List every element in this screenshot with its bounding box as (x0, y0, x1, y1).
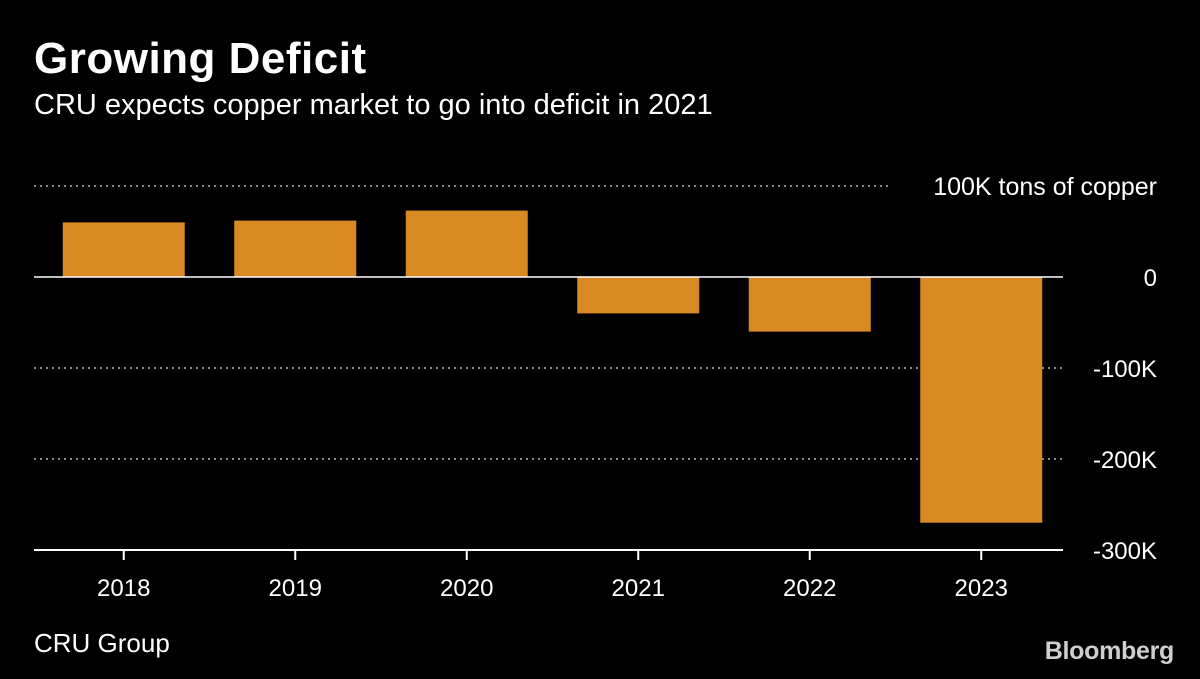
bar-2018 (62, 222, 185, 277)
grid-layer (34, 185, 1063, 460)
labels-layer: 100K tons of copper 0 -100K -200K -300K 2018 2… (97, 173, 1157, 602)
x-tick-label: 2019 (269, 575, 322, 602)
chart-title: Growing Deficit (34, 34, 367, 83)
bar-2023 (920, 277, 1043, 523)
x-tick-label: 2023 (955, 575, 1008, 602)
y-tick-label: -100K (1093, 356, 1157, 383)
y-tick-label: -200K (1093, 447, 1157, 474)
y-tick-label: -300K (1093, 538, 1157, 565)
axis-layer (34, 276, 1063, 560)
bar-2020 (405, 210, 528, 277)
bar-2021 (577, 277, 700, 314)
x-tick-label: 2022 (783, 575, 836, 602)
y-unit-label: 100K tons of copper (933, 173, 1157, 201)
bloomberg-logo: Bloomberg (1044, 637, 1175, 665)
y-tick-label: 0 (1144, 265, 1157, 292)
x-tick-label: 2020 (440, 575, 493, 602)
source-note: CRU Group (34, 628, 170, 658)
bar-2019 (234, 220, 357, 277)
chart-subtitle: CRU expects copper market to go into def… (34, 89, 713, 121)
x-tick-label: 2018 (97, 575, 150, 602)
x-tick-label: 2021 (612, 575, 665, 602)
bar-2022 (748, 277, 871, 332)
bars-layer (62, 210, 1043, 523)
